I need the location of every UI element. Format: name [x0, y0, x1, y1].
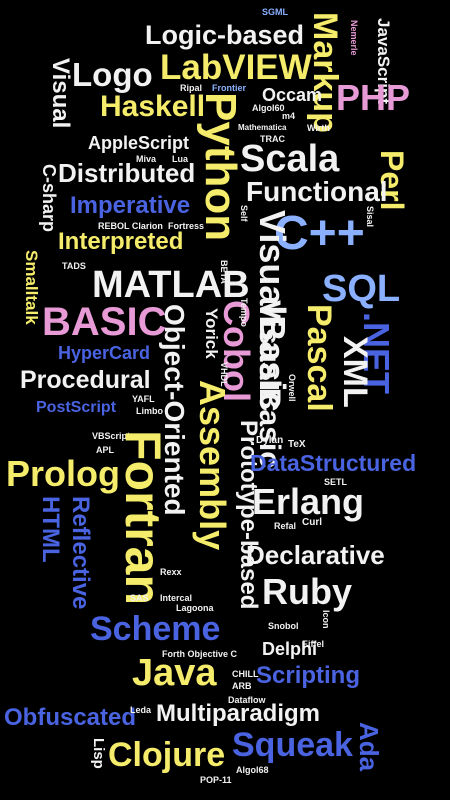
word-objective-c: Objective C	[187, 649, 238, 659]
word-python: Python	[196, 92, 245, 242]
word-arb: ARB	[232, 681, 252, 691]
word-distributed: Distributed	[58, 158, 196, 188]
word-hypercard: HyperCard	[58, 343, 151, 363]
word-self: Self	[239, 205, 249, 222]
word-tempo: Tempo	[239, 298, 249, 327]
word-miva: Miva	[136, 154, 157, 164]
word-sas: SAS	[130, 593, 149, 603]
word-forth: Forth	[162, 649, 185, 659]
word-ripal: Ripal	[180, 83, 203, 93]
word-limbo: Limbo	[136, 406, 163, 416]
word-refal: Refal	[274, 521, 297, 531]
word-yafl: YAFL	[132, 394, 155, 404]
word-applescript: AppleScript	[88, 133, 190, 153]
word-visual: Visual	[47, 58, 74, 129]
word-multiparadigm: Multiparadigm	[156, 700, 321, 727]
word-logo: Logo	[72, 56, 153, 93]
word-delphi: Delphi	[262, 639, 318, 659]
word-nemerle: Nemerle	[349, 20, 359, 56]
word-dataflow: Dataflow	[228, 695, 266, 705]
word-cpp: C++	[274, 207, 365, 260]
word-smalltalk: Smalltalk	[22, 250, 41, 325]
word-trac: TRAC	[260, 134, 285, 144]
word-icon: Icon	[321, 610, 331, 629]
word-assembly: Assembly	[192, 380, 233, 551]
word-php: PHP	[336, 77, 411, 118]
word-scheme: Scheme	[90, 610, 221, 648]
word-sql: SQL	[322, 268, 401, 310]
word-procedural: Procedural	[20, 366, 151, 394]
word-clojure: Clojure	[108, 736, 226, 774]
word-snobol: Snobol	[268, 621, 299, 631]
word-fortress: Fortress	[168, 221, 205, 231]
word-erlang: Erlang	[252, 481, 365, 522]
word-labview: LabVIEW	[160, 48, 312, 87]
word-interpreted: Interpreted	[58, 228, 184, 255]
word-orwell: Orwell	[287, 374, 297, 402]
word-lisp: Lisp	[90, 738, 107, 769]
word-leda: Leda	[130, 705, 152, 715]
word-declarative: Declarative	[246, 540, 385, 570]
word-vbscript: VBScript	[92, 431, 131, 441]
word-dylan: Dylan	[256, 435, 284, 446]
word-fortran: Fortran	[115, 430, 171, 605]
word-mathematica: Mathematica	[238, 123, 287, 132]
word-intercal: Intercal	[160, 593, 193, 603]
word-scripting: Scripting	[256, 662, 361, 689]
word-pop-11: POP-11	[200, 775, 232, 785]
word-datastructured: DataStructured	[250, 450, 417, 476]
word-rebol-clarion: REBOL Clarion	[98, 221, 163, 231]
word-sgml: SGML	[262, 7, 288, 17]
word-m4: m4	[282, 111, 296, 121]
word-lua: Lua	[172, 154, 189, 164]
word-lagoona: Lagoona	[176, 603, 214, 613]
word-logic-based: Logic-based	[145, 20, 305, 50]
word-reflective: Reflective	[67, 496, 94, 610]
word-ruby: Ruby	[262, 571, 352, 612]
word-basic: BASIC	[42, 300, 167, 344]
word-setl: SETL	[324, 477, 348, 487]
word-sisal: Sisal	[365, 206, 375, 228]
word-haskell: Haskell	[100, 90, 206, 123]
word-imperative: Imperative	[70, 192, 191, 219]
word-c-sharp: C-sharp	[39, 164, 59, 233]
word-prolog: Prolog	[6, 453, 120, 494]
word-obfuscated: Obfuscated	[4, 704, 137, 731]
word-wirth: Wirth	[307, 123, 330, 133]
word-chill: CHILL	[232, 669, 259, 679]
word-ada: Ada	[354, 722, 384, 772]
word-frontier: Frontier	[212, 83, 247, 93]
word-rexx: Rexx	[160, 567, 182, 577]
word-algol60: Algol60	[252, 103, 285, 113]
word-matlab: MATLAB	[92, 264, 250, 306]
word-html: HTML	[37, 496, 64, 563]
word-scala: Scala	[240, 138, 340, 180]
word-occam: Occam	[262, 85, 323, 105]
word-xml: XML	[336, 336, 374, 408]
word-curl: Curl	[302, 517, 322, 528]
word-algol68: Algol68	[236, 765, 269, 775]
word-forth-objective-c: Forth Objective C	[162, 650, 237, 659]
word-java: Java	[132, 652, 217, 694]
word-pascal: Pascal	[300, 304, 338, 412]
word-tads: TADS	[62, 261, 86, 271]
word-squeak: Squeak	[232, 726, 353, 764]
word-tex: TeX	[288, 439, 306, 450]
word-functional: Functional	[246, 176, 388, 207]
word-postscript: PostScript	[36, 399, 117, 416]
word-apl: APL	[96, 445, 114, 455]
word-beta: BETA	[219, 260, 229, 284]
word-eiffel: Eiffel	[302, 639, 325, 649]
